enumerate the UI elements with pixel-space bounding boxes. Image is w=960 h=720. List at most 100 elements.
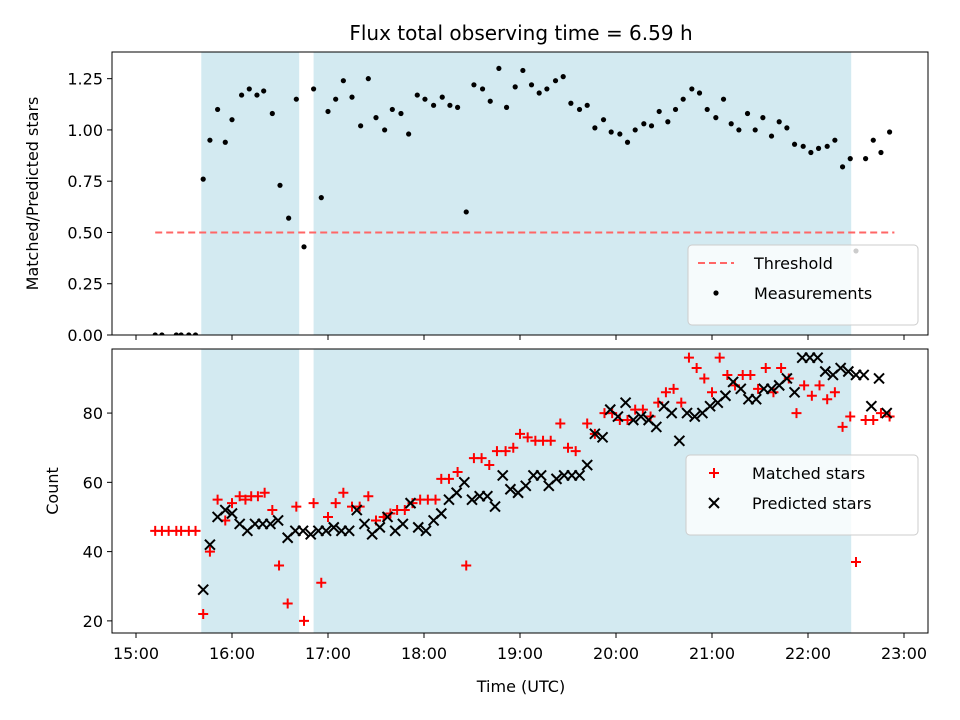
data-point bbox=[374, 521, 386, 534]
data-point bbox=[791, 408, 802, 419]
data-point bbox=[863, 156, 869, 162]
data-point bbox=[397, 518, 409, 530]
data-point bbox=[382, 127, 388, 133]
data-point bbox=[351, 504, 363, 516]
data-point bbox=[808, 149, 814, 156]
x-tick-label: 16:00 bbox=[209, 644, 255, 663]
data-point bbox=[720, 96, 727, 102]
data-point bbox=[608, 129, 614, 135]
data-point bbox=[212, 494, 223, 505]
y-tick-label: 20 bbox=[83, 612, 103, 631]
data-point bbox=[204, 538, 216, 551]
data-point bbox=[192, 332, 199, 335]
data-point bbox=[552, 78, 559, 84]
observing-interval-shade bbox=[201, 52, 300, 335]
data-point bbox=[398, 110, 404, 117]
data-point bbox=[227, 498, 237, 509]
data-point bbox=[851, 557, 861, 567]
data-point bbox=[496, 65, 502, 72]
data-point bbox=[277, 182, 283, 188]
plot-area bbox=[150, 351, 895, 626]
data-point bbox=[676, 397, 687, 408]
data-point bbox=[545, 435, 556, 446]
data-point bbox=[800, 143, 806, 149]
data-point bbox=[535, 469, 547, 482]
data-point bbox=[267, 505, 278, 516]
data-point bbox=[592, 125, 598, 131]
y-tick-label: 1.00 bbox=[67, 121, 103, 140]
data-point bbox=[689, 86, 695, 92]
data-point bbox=[680, 96, 686, 102]
data-point bbox=[328, 521, 340, 534]
observing-interval-shade bbox=[201, 349, 300, 633]
data-point bbox=[555, 418, 566, 429]
legend-box bbox=[685, 454, 919, 536]
data-point bbox=[760, 363, 771, 374]
data-point bbox=[308, 498, 319, 509]
data-point bbox=[627, 414, 639, 426]
data-point bbox=[358, 518, 371, 530]
x-tick-label: 15:00 bbox=[113, 644, 159, 663]
data-point bbox=[600, 117, 607, 123]
data-point bbox=[420, 525, 432, 537]
data-point bbox=[399, 505, 410, 516]
data-point bbox=[259, 487, 270, 498]
data-point bbox=[811, 351, 824, 364]
x-tick-label: 18:00 bbox=[401, 644, 447, 663]
data-point bbox=[645, 411, 656, 422]
data-point bbox=[624, 139, 631, 145]
data-point bbox=[704, 400, 716, 412]
data-point bbox=[576, 106, 583, 113]
y-tick-label: 0.25 bbox=[67, 275, 103, 294]
data-point bbox=[476, 453, 487, 464]
data-point bbox=[744, 110, 751, 117]
data-point bbox=[471, 82, 477, 88]
data-point bbox=[573, 469, 586, 482]
data-point bbox=[219, 504, 231, 516]
data-point bbox=[689, 410, 701, 423]
data-point bbox=[875, 408, 886, 419]
data-point bbox=[736, 127, 742, 133]
data-point bbox=[768, 133, 775, 139]
data-point bbox=[500, 446, 511, 457]
data-point bbox=[834, 362, 847, 374]
data-point bbox=[781, 372, 793, 385]
data-point bbox=[305, 528, 317, 541]
data-point bbox=[735, 383, 747, 395]
y-tick-label: 40 bbox=[83, 543, 103, 562]
data-point bbox=[845, 411, 856, 422]
data-point bbox=[536, 90, 542, 96]
data-point bbox=[839, 164, 846, 170]
data-point bbox=[173, 332, 179, 335]
data-point bbox=[656, 108, 662, 115]
data-point bbox=[323, 511, 333, 522]
data-point bbox=[622, 415, 633, 425]
data-point bbox=[512, 84, 518, 90]
data-point bbox=[528, 82, 535, 88]
y-tick-label: 0.75 bbox=[67, 172, 103, 191]
chart-title: Flux total observing time = 6.59 h bbox=[349, 21, 692, 45]
data-point bbox=[264, 518, 277, 530]
data-point bbox=[515, 428, 525, 439]
data-point bbox=[713, 115, 719, 121]
data-point bbox=[753, 383, 764, 394]
data-point bbox=[318, 195, 324, 201]
data-point bbox=[479, 86, 486, 92]
data-point bbox=[612, 410, 624, 423]
data-point bbox=[215, 106, 221, 113]
data-point bbox=[714, 352, 725, 363]
x-tick-label: 22:00 bbox=[785, 644, 831, 663]
data-point bbox=[222, 139, 228, 145]
data-point bbox=[274, 560, 285, 571]
y-axis-title: Count bbox=[43, 467, 62, 515]
data-point bbox=[881, 407, 893, 419]
data-point bbox=[198, 608, 209, 619]
data-point bbox=[414, 92, 420, 98]
data-point bbox=[887, 129, 893, 135]
data-point bbox=[340, 78, 346, 84]
data-point bbox=[487, 98, 493, 104]
data-point bbox=[699, 373, 710, 384]
data-point bbox=[349, 94, 355, 100]
data-point bbox=[261, 88, 267, 94]
data-point bbox=[252, 491, 263, 502]
